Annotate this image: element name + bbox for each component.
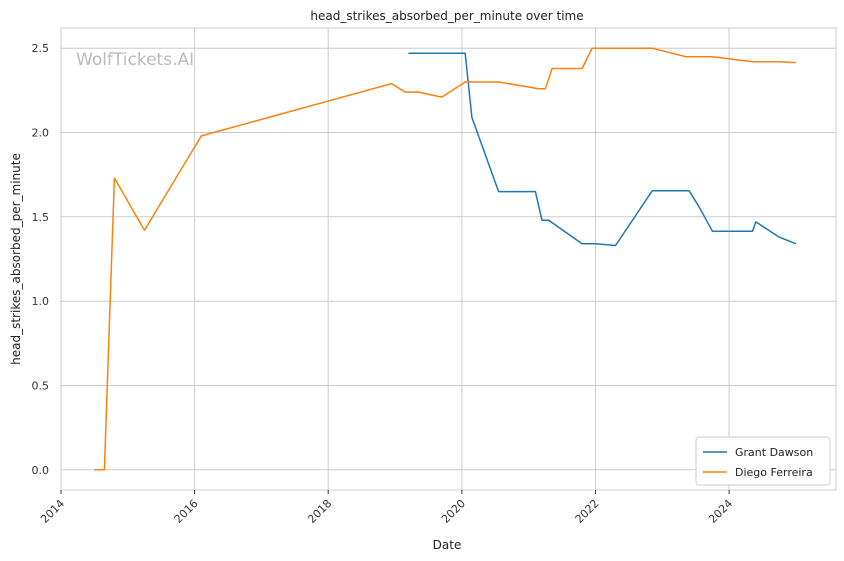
y-tick-label: 2.5	[32, 42, 50, 55]
x-tick-label: 2020	[439, 497, 468, 526]
x-tick-label: 2018	[305, 497, 334, 526]
series-line-grant-dawson	[408, 52, 797, 247]
x-tick-label: 2024	[706, 497, 735, 526]
plot-area	[60, 27, 837, 491]
series-line-diego-ferreira	[94, 47, 796, 471]
x-tick-label: 2014	[38, 497, 67, 526]
y-axis-title: head_strikes_absorbed_per_minute	[9, 153, 23, 365]
legend-label-grant-dawson: Grant Dawson	[735, 446, 813, 459]
y-tick-label: 1.5	[32, 211, 50, 224]
x-axis-title: Date	[433, 538, 462, 552]
y-tick-label: 0.0	[32, 464, 50, 477]
y-tick-label: 2.0	[32, 127, 50, 140]
chart-title: head_strikes_absorbed_per_minute over ti…	[310, 9, 583, 23]
grid	[60, 28, 836, 490]
x-tick-label: 2016	[172, 497, 201, 526]
legend-label-diego-ferreira: Diego Ferreira	[735, 466, 813, 479]
legend: Grant Dawson Diego Ferreira	[695, 436, 831, 486]
legend-box	[695, 436, 831, 486]
watermark: WolfTickets.AI	[76, 50, 194, 70]
series-lines	[94, 47, 797, 471]
x-tick-label: 2022	[573, 497, 602, 526]
y-tick-label: 1.0	[32, 295, 50, 308]
y-tick-label: 0.5	[32, 380, 50, 393]
